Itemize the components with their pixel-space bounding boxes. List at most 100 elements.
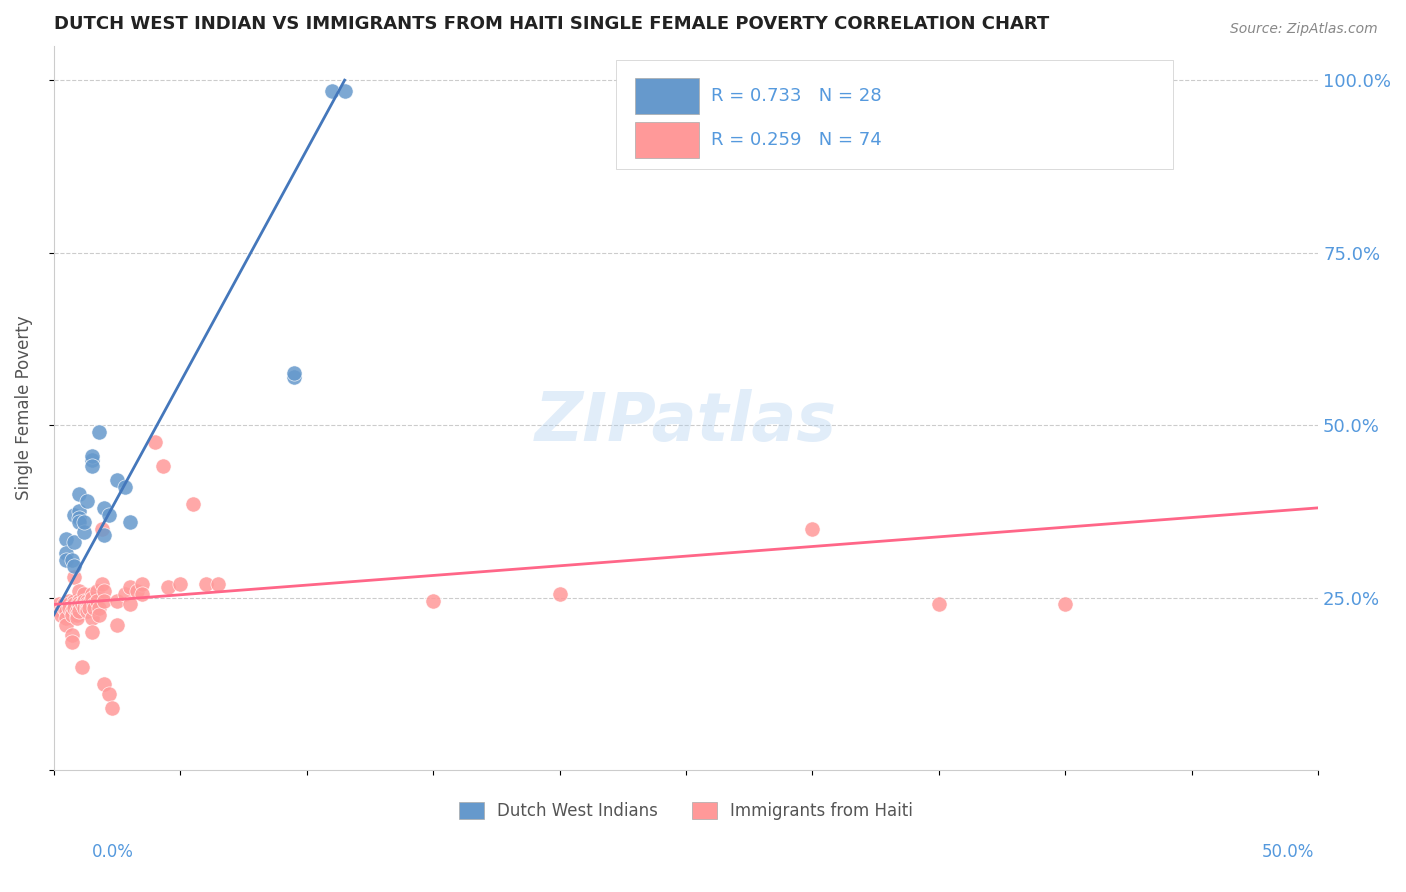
Point bbox=[118, 598, 141, 612]
Point bbox=[321, 83, 343, 97]
Point bbox=[131, 576, 153, 591]
Point bbox=[52, 600, 75, 615]
Point bbox=[548, 587, 571, 601]
Point bbox=[55, 546, 77, 560]
Point bbox=[60, 552, 83, 566]
Point bbox=[67, 594, 90, 608]
Point bbox=[65, 604, 87, 618]
Y-axis label: Single Female Poverty: Single Female Poverty bbox=[15, 316, 32, 500]
Point bbox=[86, 594, 108, 608]
Point bbox=[93, 594, 115, 608]
Point bbox=[105, 473, 128, 487]
Point bbox=[58, 598, 80, 612]
Point bbox=[51, 607, 73, 622]
Point bbox=[89, 607, 111, 622]
Point bbox=[67, 511, 90, 525]
Legend: Dutch West Indians, Immigrants from Haiti: Dutch West Indians, Immigrants from Hait… bbox=[453, 796, 920, 827]
Point bbox=[63, 559, 86, 574]
Point bbox=[60, 628, 83, 642]
Point bbox=[105, 618, 128, 632]
Point bbox=[77, 598, 100, 612]
Point bbox=[131, 587, 153, 601]
Point bbox=[76, 598, 98, 612]
Text: Source: ZipAtlas.com: Source: ZipAtlas.com bbox=[1230, 22, 1378, 37]
Point bbox=[76, 594, 98, 608]
Point bbox=[93, 528, 115, 542]
Point bbox=[73, 515, 96, 529]
Point bbox=[93, 583, 115, 598]
Point bbox=[80, 459, 103, 474]
Point bbox=[55, 618, 77, 632]
Point bbox=[58, 594, 80, 608]
Point bbox=[801, 522, 824, 536]
Point bbox=[118, 580, 141, 594]
Point bbox=[89, 425, 111, 439]
Point bbox=[67, 583, 90, 598]
Point bbox=[67, 598, 90, 612]
Point bbox=[60, 607, 83, 622]
Point bbox=[63, 570, 86, 584]
FancyBboxPatch shape bbox=[616, 60, 1173, 169]
Point bbox=[143, 435, 166, 450]
Point bbox=[127, 583, 149, 598]
Point bbox=[76, 604, 98, 618]
Point bbox=[67, 504, 90, 518]
Point bbox=[156, 580, 179, 594]
Point bbox=[60, 635, 83, 649]
Point bbox=[76, 494, 98, 508]
Point bbox=[98, 687, 121, 701]
Point bbox=[63, 600, 86, 615]
Point bbox=[60, 604, 83, 618]
Point bbox=[98, 508, 121, 522]
Point bbox=[63, 594, 86, 608]
Point bbox=[928, 598, 950, 612]
Point bbox=[114, 480, 136, 494]
Point bbox=[333, 83, 356, 97]
Point bbox=[80, 449, 103, 463]
Point bbox=[70, 598, 93, 612]
Point bbox=[90, 576, 112, 591]
Point bbox=[55, 611, 77, 625]
Point bbox=[52, 598, 75, 612]
Point bbox=[55, 532, 77, 546]
Point bbox=[207, 576, 229, 591]
Point bbox=[70, 659, 93, 673]
Point bbox=[105, 594, 128, 608]
Point bbox=[73, 587, 96, 601]
Point bbox=[51, 604, 73, 618]
Point bbox=[283, 369, 305, 384]
Text: DUTCH WEST INDIAN VS IMMIGRANTS FROM HAITI SINGLE FEMALE POVERTY CORRELATION CHA: DUTCH WEST INDIAN VS IMMIGRANTS FROM HAI… bbox=[53, 15, 1049, 33]
Point bbox=[152, 459, 174, 474]
Point bbox=[63, 535, 86, 549]
Point bbox=[1054, 598, 1077, 612]
Point bbox=[181, 497, 204, 511]
FancyBboxPatch shape bbox=[636, 121, 699, 158]
Point bbox=[283, 367, 305, 381]
Point bbox=[194, 576, 217, 591]
Point bbox=[73, 594, 96, 608]
Point bbox=[422, 594, 444, 608]
Point bbox=[77, 600, 100, 615]
Point bbox=[73, 600, 96, 615]
Text: R = 0.259   N = 74: R = 0.259 N = 74 bbox=[711, 131, 882, 149]
Point bbox=[80, 452, 103, 467]
Point bbox=[80, 625, 103, 640]
Point bbox=[55, 552, 77, 566]
FancyBboxPatch shape bbox=[636, 78, 699, 114]
Point bbox=[83, 598, 105, 612]
Point bbox=[63, 598, 86, 612]
Point bbox=[83, 600, 105, 615]
Point bbox=[67, 487, 90, 501]
Point bbox=[89, 600, 111, 615]
Point bbox=[118, 515, 141, 529]
Point bbox=[48, 598, 70, 612]
Point bbox=[86, 583, 108, 598]
Point bbox=[80, 611, 103, 625]
Point bbox=[80, 587, 103, 601]
Point bbox=[101, 701, 124, 715]
Point bbox=[65, 607, 87, 622]
Point bbox=[67, 604, 90, 618]
Point bbox=[76, 600, 98, 615]
Point bbox=[58, 600, 80, 615]
Point bbox=[93, 500, 115, 515]
